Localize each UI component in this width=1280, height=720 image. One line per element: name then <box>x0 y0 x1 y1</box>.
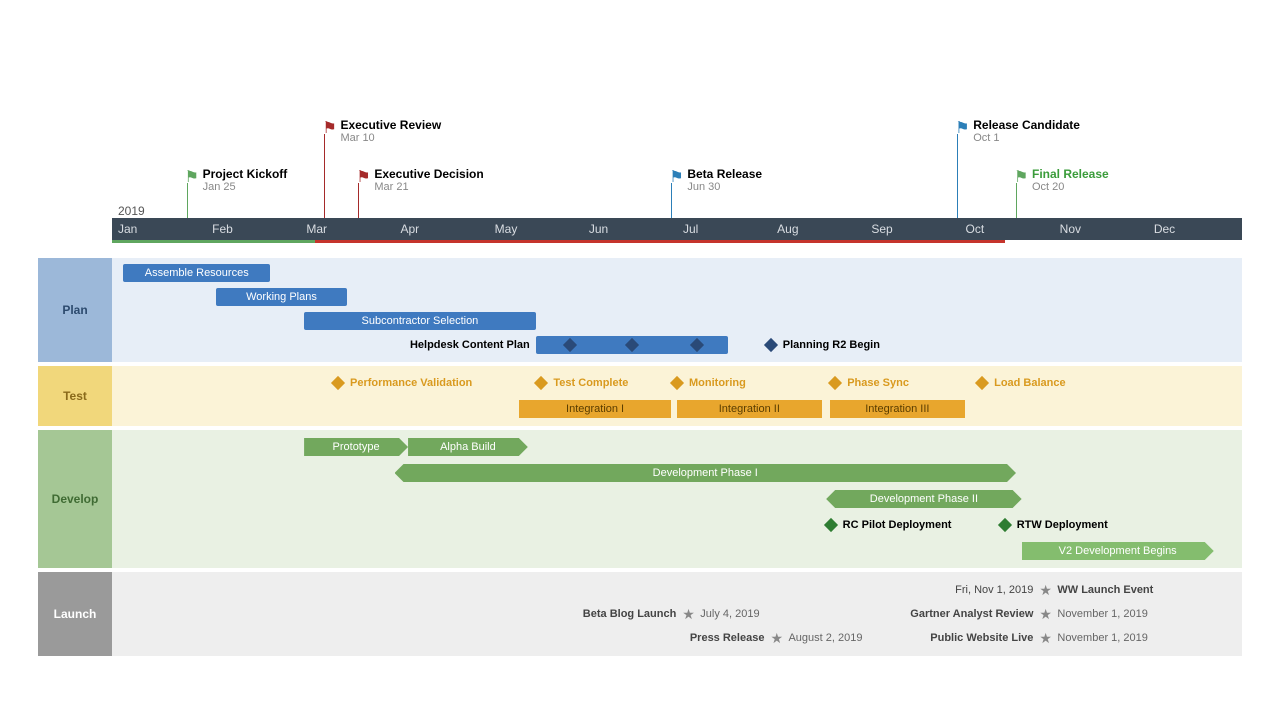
year-label: 2019 <box>118 204 145 218</box>
task-label: Planning R2 Begin <box>783 339 880 351</box>
flag-icon: ⚑ <box>185 167 199 187</box>
diamond-marker <box>975 376 989 390</box>
flag-icon: ⚑ <box>322 118 336 138</box>
milestone-label: RTW Deployment <box>1017 519 1108 531</box>
event-label: Beta Blog Launch <box>583 608 677 620</box>
star-icon: ★ <box>1039 583 1052 597</box>
milestone-label: RC Pilot Deployment <box>843 519 952 531</box>
milestone-date: Jan 25 <box>203 181 236 193</box>
milestone-label: Load Balance <box>994 377 1066 389</box>
milestone-label: Phase Sync <box>847 377 909 389</box>
milestone-stem <box>1016 183 1017 218</box>
month-label: May <box>495 222 518 236</box>
event-date: August 2, 2019 <box>788 632 862 644</box>
phase-bar[interactable]: Integration II <box>677 400 822 418</box>
milestone-stem <box>957 134 958 218</box>
star-icon: ★ <box>770 631 783 645</box>
swimlane-label: Develop <box>38 430 112 568</box>
milestone-date: Mar 21 <box>374 181 408 193</box>
milestone-label: Project Kickoff <box>203 167 288 181</box>
task-bar[interactable]: Assemble Resources <box>123 264 270 282</box>
milestone-date: Oct 20 <box>1032 181 1064 193</box>
month-label: Nov <box>1060 222 1081 236</box>
flag-icon: ⚑ <box>669 167 683 187</box>
milestone-label: Executive Review <box>340 118 441 132</box>
milestone-date: Mar 10 <box>340 132 374 144</box>
month-label: Dec <box>1154 222 1175 236</box>
event-date: November 1, 2019 <box>1057 632 1148 644</box>
phase-bar[interactable]: Integration I <box>519 400 672 418</box>
milestone-label: Beta Release <box>687 167 762 181</box>
task-bar[interactable]: Working Plans <box>216 288 347 306</box>
flag-icon: ⚑ <box>955 118 969 138</box>
milestone-stem <box>324 134 325 218</box>
milestone-date: Jun 30 <box>687 181 720 193</box>
diamond-marker <box>828 376 842 390</box>
month-label: Mar <box>306 222 327 236</box>
milestone-stem <box>187 183 188 218</box>
diamond-marker <box>824 518 838 532</box>
month-label: Aug <box>777 222 798 236</box>
diamond-marker <box>764 338 778 352</box>
month-label: Oct <box>966 222 985 236</box>
progress-segment <box>315 240 1004 243</box>
star-icon: ★ <box>682 607 695 621</box>
event-label: Public Website Live <box>930 632 1033 644</box>
month-axis: Jan Feb Mar Apr May Jun Jul Aug Sep Oct Nov Dec <box>112 218 1242 240</box>
event-date: WW Launch Event <box>1057 584 1153 596</box>
milestone-stem <box>358 183 359 218</box>
month-label: Jul <box>683 222 698 236</box>
event-date: July 4, 2019 <box>700 608 759 620</box>
swimlane-body: Performance Validation Test Complete Monit… <box>112 366 1242 426</box>
progress-segment <box>112 240 315 243</box>
diamond-marker <box>534 376 548 390</box>
swimlane-label: Plan <box>38 258 112 362</box>
swimlane-label: Launch <box>38 572 112 656</box>
swimlane-body: ★ Fri, Nov 1, 2019 WW Launch Event ★ Beta Bl… <box>112 572 1242 656</box>
flag-icon: ⚑ <box>356 167 370 187</box>
milestone-date: Oct 1 <box>973 132 999 144</box>
month-label: Sep <box>871 222 892 236</box>
event-label: Fri, Nov 1, 2019 <box>955 584 1033 596</box>
month-label: Jan <box>118 222 137 236</box>
task-label: Helpdesk Content Plan <box>410 339 530 351</box>
diamond-marker <box>998 518 1012 532</box>
diamond-marker <box>331 376 345 390</box>
star-icon: ★ <box>1039 631 1052 645</box>
event-label: Press Release <box>690 632 765 644</box>
milestone-label: Final Release <box>1032 167 1109 181</box>
flag-icon: ⚑ <box>1014 167 1028 187</box>
phase-bar[interactable]: V2 Development Begins <box>1022 542 1214 560</box>
timeline-chart: 2019 Jan Feb Mar Apr May Jun Jul Aug Sep Oct Nov Dec… <box>0 0 1280 720</box>
phase-bar[interactable]: Alpha Build <box>408 438 528 456</box>
month-label: Apr <box>401 222 420 236</box>
star-icon: ★ <box>1039 607 1052 621</box>
diamond-marker <box>670 376 684 390</box>
task-bar[interactable]: Subcontractor Selection <box>304 312 536 330</box>
swimlane-label: Test <box>38 366 112 426</box>
milestone-label: Test Complete <box>553 377 628 389</box>
swimlane-body: PrototypeAlpha Build Development Phase I D… <box>112 430 1242 568</box>
milestone-label: Release Candidate <box>973 118 1080 132</box>
month-label: Jun <box>589 222 608 236</box>
event-date: November 1, 2019 <box>1057 608 1148 620</box>
month-label: Feb <box>212 222 233 236</box>
milestone-label: Performance Validation <box>350 377 472 389</box>
milestone-stem <box>671 183 672 218</box>
milestone-label: Executive Decision <box>374 167 483 181</box>
phase-bar[interactable]: Integration III <box>830 400 966 418</box>
milestone-label: Monitoring <box>689 377 746 389</box>
event-label: Gartner Analyst Review <box>910 608 1033 620</box>
swimlane-body: Assemble Resources Working Plans Subcontra… <box>112 258 1242 362</box>
phase-bar[interactable]: Prototype <box>304 438 408 456</box>
phase-bar[interactable]: Development Phase II <box>826 490 1021 508</box>
phase-bar[interactable]: Development Phase I <box>395 464 1017 482</box>
